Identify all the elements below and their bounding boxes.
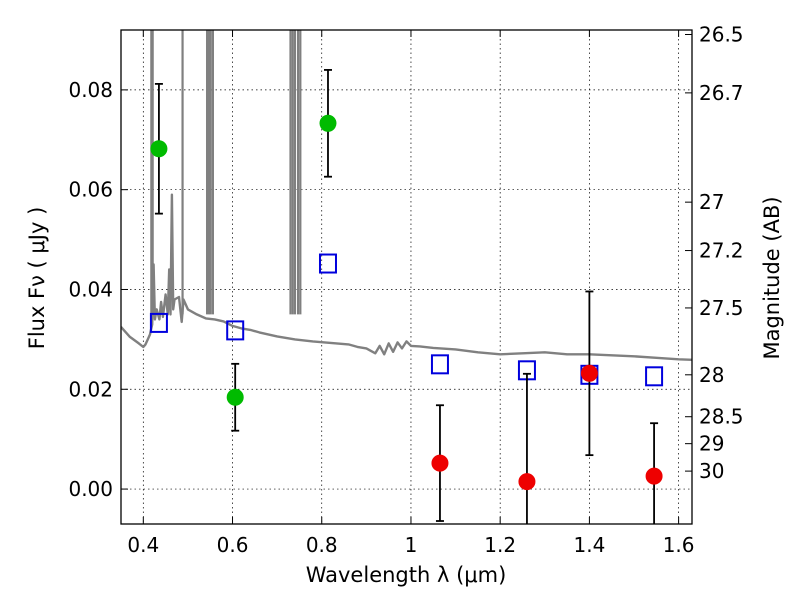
x-tick-label: 1.4	[573, 533, 605, 557]
y-axis-label: Flux Fν ( μJy )	[25, 207, 49, 350]
non-detection-point	[580, 364, 598, 382]
detection-point	[226, 388, 244, 406]
model-photometry-square	[318, 253, 337, 274]
x-tick-labels: 0.4 0.6 0.8 1 1.2 1.4 1.6	[127, 533, 694, 557]
right-tick-labels: 26.5 26.7 27 27.2 27.5 28 28.5 29 30	[699, 22, 744, 483]
model-photometry-square	[226, 320, 245, 341]
axis-ticks	[121, 30, 692, 524]
non-detection-point	[431, 454, 449, 472]
right-tick-label: 30	[699, 459, 724, 483]
x-tick-label: 0.8	[306, 533, 338, 557]
detection-point	[150, 140, 168, 158]
y-tick-label: 0.02	[68, 377, 113, 401]
plot-frame	[120, 29, 693, 525]
y-tick-label: 0.04	[68, 277, 113, 301]
model-photometry-square	[430, 354, 449, 375]
x-tick-label: 0.4	[127, 533, 159, 557]
y-tick-labels: 0.00 0.02 0.04 0.06 0.08	[68, 78, 113, 501]
right-axis-label: Magnitude (AB)	[760, 196, 784, 359]
model-spectrum-layer	[121, 30, 692, 361]
data-markers-layer	[149, 69, 664, 524]
y-tick-label: 0.08	[68, 78, 113, 102]
model-photometry-square	[645, 366, 664, 387]
x-tick-label: 1	[405, 533, 418, 557]
non-detection-point	[645, 467, 663, 485]
model-photometry-square	[149, 312, 168, 333]
x-tick-label: 1.6	[663, 533, 695, 557]
y-tick-label: 0.06	[68, 178, 113, 202]
model-spectrum-continuum	[121, 193, 692, 361]
x-tick-label: 1.2	[484, 533, 516, 557]
detection-point	[319, 114, 337, 132]
right-tick-label: 26.5	[699, 22, 744, 46]
y-tick-label: 0.00	[68, 477, 113, 501]
non-detection-point	[518, 473, 536, 491]
right-tick-label: 29	[699, 432, 724, 456]
right-tick-label: 28.5	[699, 405, 744, 429]
right-tick-label: 28	[699, 363, 724, 387]
right-tick-label: 27.5	[699, 296, 744, 320]
right-tick-label: 27	[699, 190, 724, 214]
grid-lines	[121, 30, 692, 524]
x-tick-label: 0.6	[217, 533, 249, 557]
x-axis-label: Wavelength λ (μm)	[306, 563, 507, 587]
right-tick-label: 26.7	[699, 81, 744, 105]
right-tick-label: 27.2	[699, 239, 744, 263]
